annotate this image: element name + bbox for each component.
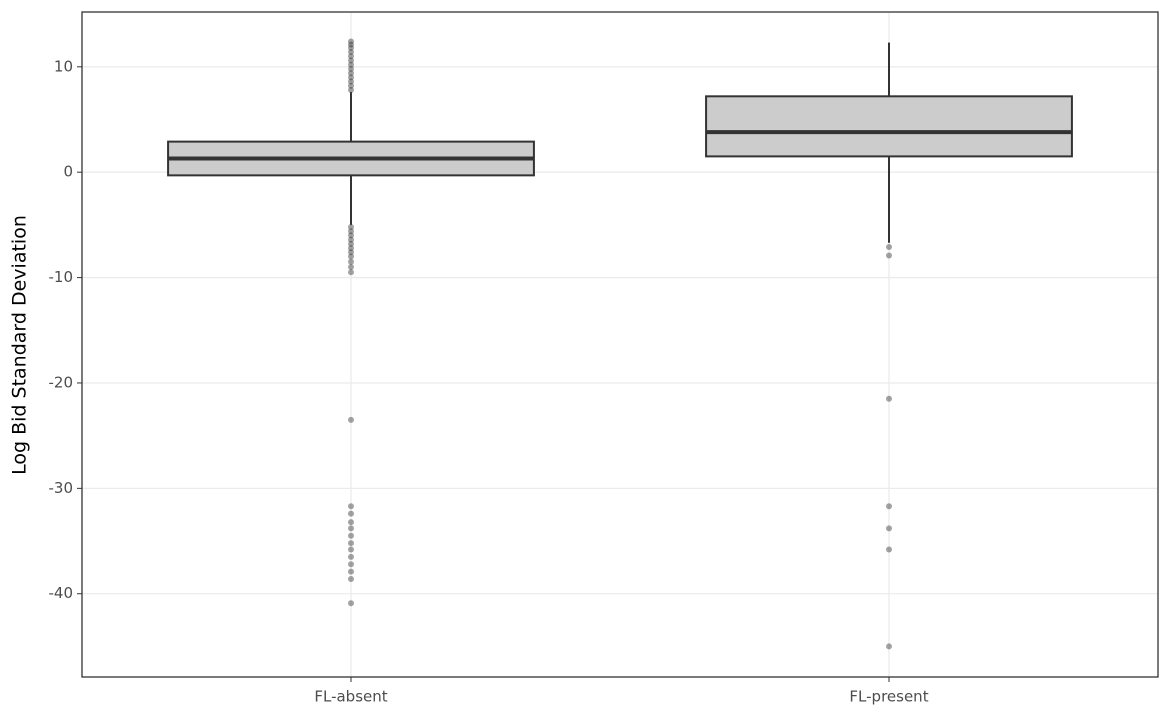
outlier xyxy=(886,546,892,553)
outlier xyxy=(348,519,354,526)
outlier xyxy=(348,78,354,85)
outlier xyxy=(348,240,354,247)
outlier xyxy=(348,510,354,517)
outlier xyxy=(348,532,354,539)
outlier xyxy=(348,65,354,72)
outlier xyxy=(348,49,354,56)
outlier xyxy=(348,44,354,51)
y-tick-label: -40 xyxy=(49,584,74,602)
outlier xyxy=(886,525,892,532)
outlier xyxy=(348,223,354,230)
x-tick-label: FL-absent xyxy=(314,688,387,706)
outlier xyxy=(348,553,354,560)
y-tick-label: -20 xyxy=(49,373,74,391)
y-tick-label: -10 xyxy=(49,268,74,286)
outlier xyxy=(348,416,354,423)
outlier xyxy=(348,82,354,89)
x-tick-label: FL-present xyxy=(849,688,928,706)
outlier xyxy=(348,245,354,252)
outlier xyxy=(348,86,354,93)
outlier xyxy=(886,395,892,402)
outlier xyxy=(348,503,354,510)
outlier xyxy=(348,600,354,607)
outlier xyxy=(348,269,354,276)
outlier xyxy=(886,503,892,510)
outlier xyxy=(348,70,354,77)
y-tick-label: 0 xyxy=(63,163,73,181)
outlier xyxy=(348,236,354,243)
outlier xyxy=(348,258,354,265)
outlier xyxy=(886,643,892,650)
outlier xyxy=(886,244,892,251)
outlier xyxy=(348,253,354,260)
box xyxy=(705,95,1073,158)
outlier xyxy=(348,249,354,256)
y-tick-label: 10 xyxy=(54,57,73,75)
outlier xyxy=(348,540,354,547)
outlier xyxy=(348,232,354,239)
outlier xyxy=(348,53,354,60)
outlier xyxy=(886,252,892,259)
outlier xyxy=(348,525,354,532)
y-axis-label: Log Bid Standard Deviation xyxy=(9,215,31,475)
plot-border xyxy=(81,11,1159,678)
outlier xyxy=(348,57,354,64)
outlier xyxy=(348,546,354,553)
outlier xyxy=(348,568,354,575)
outlier xyxy=(348,74,354,81)
outlier xyxy=(348,61,354,68)
outlier xyxy=(348,228,354,235)
outlier xyxy=(348,41,354,48)
outlier xyxy=(348,264,354,271)
outlier xyxy=(348,38,354,45)
outlier xyxy=(348,561,354,568)
y-tick-label: -30 xyxy=(49,479,74,497)
outlier xyxy=(348,575,354,582)
